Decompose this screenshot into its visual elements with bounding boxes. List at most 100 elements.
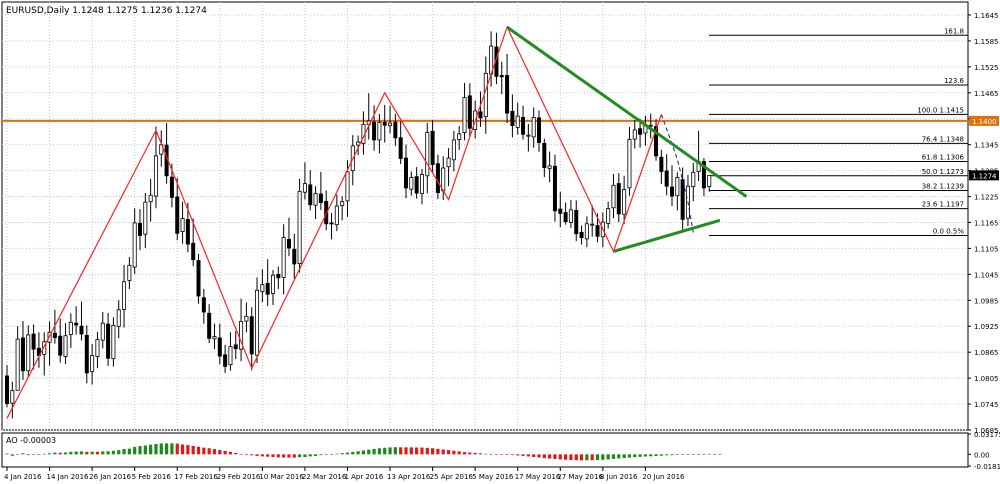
ao-bar bbox=[436, 448, 440, 455]
candle-body bbox=[239, 321, 244, 350]
ao-bar bbox=[223, 450, 227, 455]
candle-body bbox=[393, 121, 398, 139]
fib-level-label: 161.8 bbox=[944, 27, 964, 35]
candle-body bbox=[111, 324, 116, 360]
candle-body bbox=[185, 219, 190, 245]
fib-level-label: 0.0 0.5% bbox=[933, 227, 964, 235]
fibonacci-levels: 0.0 0.5% 23.6 1.1197 38.2 1.1239 50.0 1.127… bbox=[709, 27, 968, 236]
ao-bar bbox=[21, 453, 25, 455]
candle-body bbox=[212, 336, 217, 340]
time-tick-label: 29 Feb 2016 bbox=[217, 473, 261, 481]
ao-bar bbox=[627, 454, 632, 458]
ao-panel bbox=[1, 432, 969, 468]
candle-body bbox=[313, 193, 318, 206]
ao-bar bbox=[494, 454, 499, 455]
candle-body bbox=[579, 232, 584, 239]
candle-body bbox=[510, 110, 515, 127]
ao-bar bbox=[638, 454, 642, 457]
trendlines bbox=[506, 25, 748, 253]
ao-bar bbox=[532, 454, 536, 457]
candle-body bbox=[74, 322, 79, 326]
candle-body bbox=[329, 222, 334, 225]
ao-bar bbox=[90, 451, 94, 455]
candle-body bbox=[563, 212, 568, 223]
ao-bar bbox=[159, 443, 163, 455]
ao-bar bbox=[69, 451, 73, 455]
ao-bar bbox=[383, 447, 387, 455]
ao-bar bbox=[239, 453, 243, 455]
dashed-path bbox=[660, 114, 694, 233]
candle-body bbox=[228, 346, 233, 366]
ao-bar bbox=[298, 454, 302, 458]
time-tick-label: 5 May 2016 bbox=[472, 473, 514, 481]
time-tick-label: 25 Apr 2016 bbox=[430, 473, 474, 481]
ao-bar bbox=[548, 454, 552, 459]
candle-body bbox=[191, 242, 196, 261]
ao-bar bbox=[542, 454, 546, 459]
ao-bar bbox=[244, 454, 248, 455]
ao-bar bbox=[106, 451, 110, 455]
ao-bar bbox=[510, 454, 514, 455]
candle-body bbox=[175, 196, 180, 234]
ao-bar bbox=[611, 454, 616, 459]
candle-body bbox=[52, 332, 57, 338]
trendline bbox=[613, 218, 721, 253]
ao-bar bbox=[643, 454, 647, 457]
candle-body bbox=[552, 165, 557, 212]
fib-level-label: 61.8 1.1306 bbox=[922, 154, 965, 162]
ao-bar bbox=[415, 447, 419, 455]
ao-bar bbox=[95, 451, 100, 455]
ao-bar bbox=[340, 453, 344, 455]
ao-bar bbox=[313, 454, 318, 456]
fib-level-label: 38.2 1.1239 bbox=[922, 182, 964, 190]
candle-body bbox=[233, 344, 238, 350]
ao-bar bbox=[250, 454, 254, 456]
price-tick-label: 1.0805 bbox=[974, 375, 999, 383]
ao-bar bbox=[606, 454, 610, 460]
candle-body bbox=[638, 128, 643, 135]
ao-bar bbox=[505, 454, 509, 455]
ao-bar bbox=[282, 454, 286, 458]
time-tick-label: 5 Feb 2016 bbox=[132, 473, 172, 481]
ao-bar bbox=[516, 454, 520, 456]
ao-bar bbox=[175, 443, 179, 455]
ao-bar bbox=[478, 453, 483, 455]
ao-bar bbox=[707, 453, 711, 455]
ao-bar bbox=[399, 447, 403, 455]
price-labels: 1.1400 1.1274 bbox=[969, 115, 999, 181]
price-tick-label: 1.0925 bbox=[974, 323, 999, 331]
ao-bar bbox=[292, 454, 296, 458]
ao-bar bbox=[718, 453, 722, 455]
candle-body bbox=[558, 208, 563, 214]
candle-body bbox=[207, 312, 212, 339]
ao-bar bbox=[170, 443, 174, 455]
ao-bar bbox=[521, 454, 525, 456]
candle-body bbox=[382, 121, 387, 126]
candle-body bbox=[58, 335, 63, 356]
time-tick-label: 10 Mar 2016 bbox=[259, 473, 304, 481]
ao-bar bbox=[32, 454, 36, 455]
ao-bar bbox=[617, 454, 621, 459]
fib-level-label: 123.6 bbox=[944, 77, 965, 85]
candle-body bbox=[169, 176, 174, 198]
ao-bar bbox=[111, 450, 115, 455]
fib-level-label: 50.0 1.1273 bbox=[922, 168, 964, 176]
price-tick-label: 1.1465 bbox=[974, 90, 999, 98]
candle-body bbox=[90, 355, 95, 373]
ao-tick-label: 0.03175 bbox=[974, 431, 1000, 439]
candle-body bbox=[265, 283, 270, 295]
time-tick-label: 22 Mar 2016 bbox=[302, 473, 347, 481]
candle-body bbox=[377, 122, 382, 141]
candle-body bbox=[547, 165, 552, 169]
fib-level-label: 23.6 1.1197 bbox=[922, 201, 964, 209]
candle-body bbox=[446, 157, 451, 168]
ao-bar bbox=[133, 446, 137, 455]
candle-body bbox=[499, 75, 504, 78]
ao-bar bbox=[218, 449, 222, 455]
candle-body bbox=[505, 75, 510, 114]
ao-bar bbox=[574, 454, 578, 461]
candle-body bbox=[388, 122, 393, 127]
ao-bar bbox=[202, 447, 206, 455]
candle-body bbox=[659, 156, 664, 172]
candle-body bbox=[403, 157, 408, 189]
